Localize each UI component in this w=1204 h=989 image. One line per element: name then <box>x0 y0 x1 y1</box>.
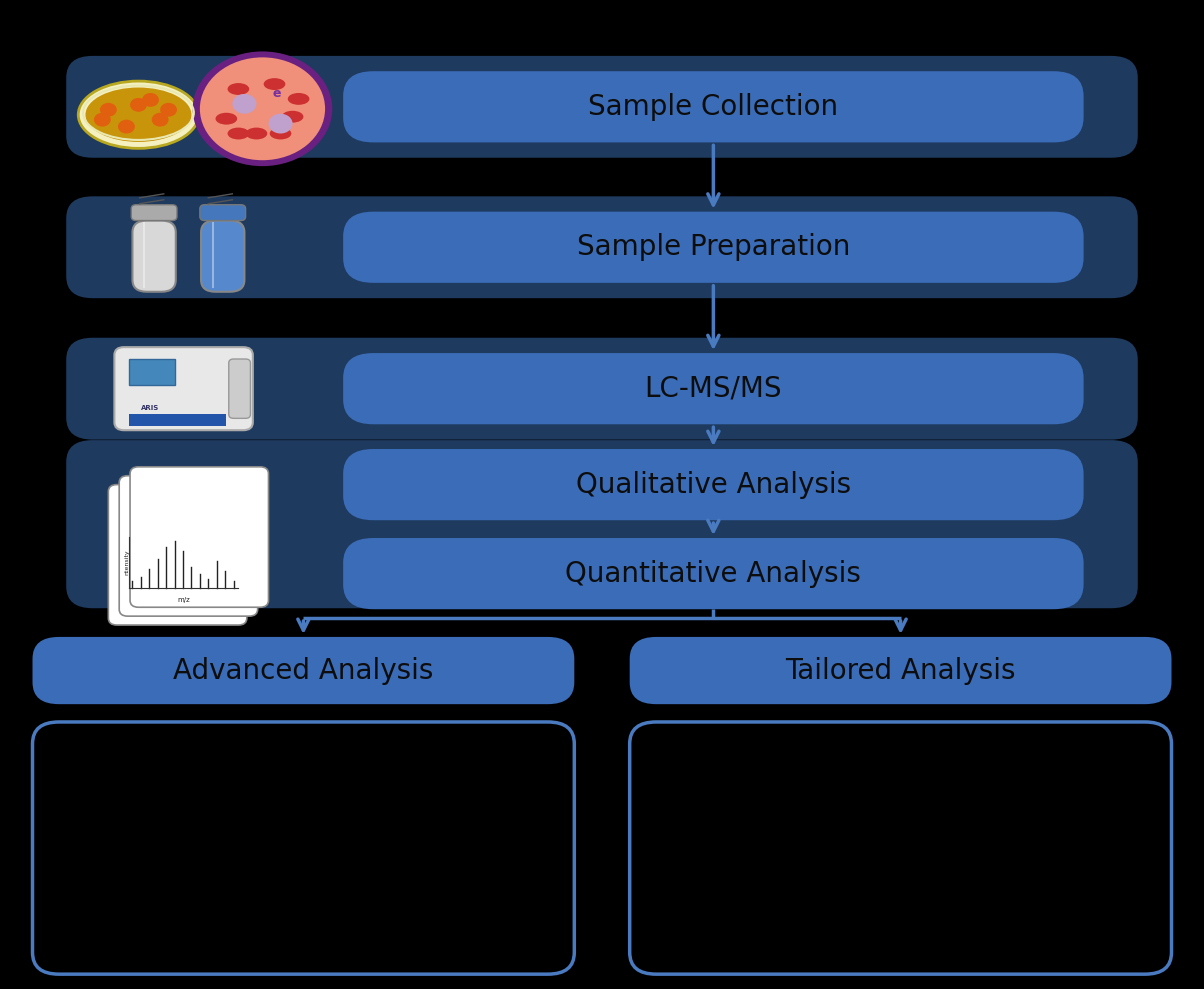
FancyBboxPatch shape <box>66 197 1138 299</box>
FancyBboxPatch shape <box>114 347 253 430</box>
Ellipse shape <box>216 113 237 125</box>
Text: e: e <box>272 87 282 101</box>
FancyBboxPatch shape <box>630 722 1171 974</box>
Circle shape <box>160 103 177 117</box>
Ellipse shape <box>246 128 267 139</box>
Text: ntensity: ntensity <box>124 549 129 575</box>
Text: ARIS: ARIS <box>141 405 160 411</box>
FancyBboxPatch shape <box>343 71 1084 142</box>
FancyBboxPatch shape <box>66 338 1138 440</box>
Circle shape <box>118 120 135 134</box>
Circle shape <box>268 114 293 134</box>
Bar <box>129 414 225 426</box>
FancyBboxPatch shape <box>130 467 268 607</box>
Circle shape <box>100 103 117 117</box>
Ellipse shape <box>228 83 249 95</box>
Ellipse shape <box>228 128 249 139</box>
Circle shape <box>193 51 332 166</box>
FancyBboxPatch shape <box>33 722 574 974</box>
FancyBboxPatch shape <box>229 359 250 418</box>
FancyBboxPatch shape <box>108 485 247 625</box>
Ellipse shape <box>78 81 199 148</box>
FancyBboxPatch shape <box>33 637 574 704</box>
Text: Qualitative Analysis: Qualitative Analysis <box>576 471 851 498</box>
Ellipse shape <box>85 88 191 141</box>
Text: Quantitative Analysis: Quantitative Analysis <box>566 560 861 587</box>
FancyBboxPatch shape <box>66 56 1138 158</box>
FancyBboxPatch shape <box>630 637 1171 704</box>
FancyBboxPatch shape <box>200 205 246 221</box>
Ellipse shape <box>270 128 291 139</box>
FancyBboxPatch shape <box>132 221 176 292</box>
FancyBboxPatch shape <box>201 221 244 292</box>
Bar <box>129 359 175 385</box>
FancyBboxPatch shape <box>131 205 177 221</box>
FancyBboxPatch shape <box>343 353 1084 424</box>
FancyBboxPatch shape <box>66 440 1138 608</box>
Circle shape <box>200 57 325 160</box>
Text: Sample Collection: Sample Collection <box>589 93 838 121</box>
Ellipse shape <box>288 93 309 105</box>
Text: LC-MS/MS: LC-MS/MS <box>644 375 783 403</box>
Text: Advanced Analysis: Advanced Analysis <box>173 657 433 684</box>
Ellipse shape <box>264 78 285 90</box>
Ellipse shape <box>282 111 303 123</box>
Circle shape <box>232 94 256 114</box>
Text: Tailored Analysis: Tailored Analysis <box>785 657 1016 684</box>
Circle shape <box>130 98 147 112</box>
FancyBboxPatch shape <box>343 212 1084 283</box>
Circle shape <box>94 113 111 127</box>
FancyBboxPatch shape <box>343 449 1084 520</box>
Text: Sample Preparation: Sample Preparation <box>577 233 850 261</box>
Text: m/z: m/z <box>178 597 190 603</box>
Circle shape <box>142 93 159 107</box>
Circle shape <box>152 113 169 127</box>
FancyBboxPatch shape <box>119 476 258 616</box>
FancyBboxPatch shape <box>343 538 1084 609</box>
